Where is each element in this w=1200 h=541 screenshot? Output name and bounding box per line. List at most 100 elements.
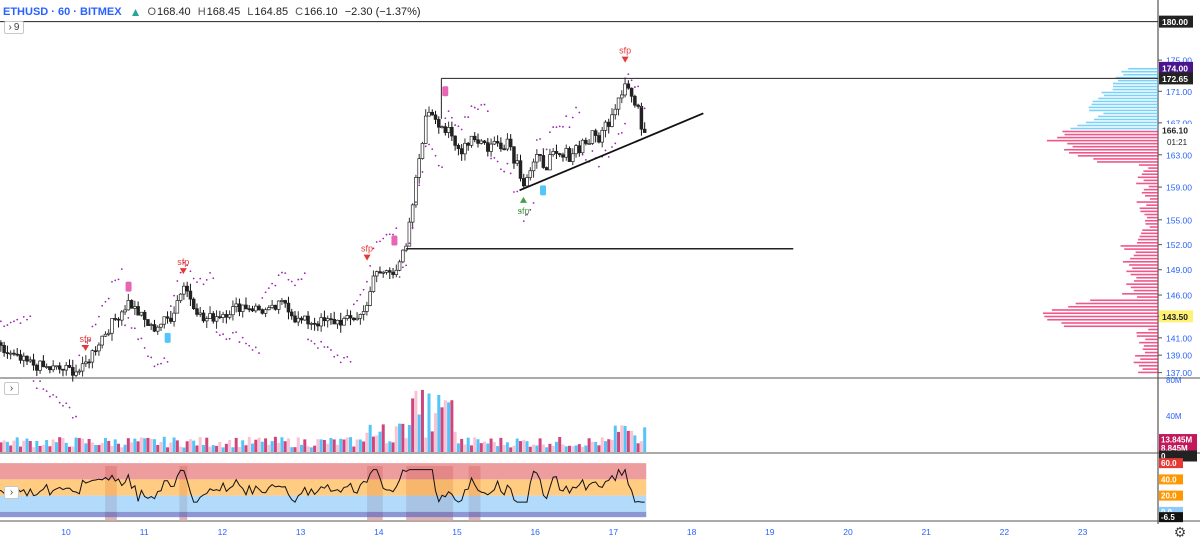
profile-bar bbox=[1130, 286, 1158, 289]
volume-bar bbox=[264, 438, 268, 452]
profile-bar bbox=[1148, 328, 1158, 331]
signal-flag-icon bbox=[125, 281, 132, 292]
psar-dot bbox=[385, 233, 388, 236]
volume-bar bbox=[51, 439, 55, 452]
psar-dot bbox=[222, 333, 225, 336]
volume-bar bbox=[152, 439, 156, 452]
volume-bar bbox=[241, 440, 245, 452]
psar-dot bbox=[499, 168, 502, 171]
psar-dot bbox=[88, 339, 91, 341]
candle-body bbox=[71, 367, 75, 376]
volume-bar bbox=[414, 390, 418, 452]
candle-body bbox=[466, 142, 470, 146]
volume-bar bbox=[430, 431, 434, 452]
volume-bar bbox=[313, 445, 317, 452]
psar-dot bbox=[617, 133, 620, 135]
profile-bar bbox=[1143, 345, 1158, 347]
volume-bar bbox=[489, 438, 493, 452]
psar-dot bbox=[32, 380, 35, 382]
candle-body bbox=[110, 318, 114, 334]
candle-body bbox=[384, 270, 389, 273]
volume-bar bbox=[388, 441, 392, 452]
symbol-label[interactable]: ETHUSD · 60 · BITMEX bbox=[3, 6, 122, 18]
profile-bar bbox=[1091, 103, 1158, 106]
volume-bar bbox=[215, 445, 219, 452]
volume-bar bbox=[87, 439, 91, 452]
price-tick-label: 163.00 bbox=[1166, 150, 1192, 160]
volume-bar bbox=[610, 439, 614, 452]
sfp-label: sfp bbox=[619, 46, 631, 56]
psar-dot bbox=[186, 264, 189, 267]
oscillator-band bbox=[0, 463, 647, 480]
indicators-toggle-button[interactable]: › 9 bbox=[4, 21, 24, 34]
candle-body bbox=[120, 311, 124, 321]
profile-bar bbox=[1135, 355, 1158, 357]
volume-bar bbox=[35, 440, 39, 452]
volume-bar bbox=[277, 442, 281, 452]
time-tick-label: 14 bbox=[374, 527, 384, 537]
oscillator-pane-toggle[interactable]: › bbox=[4, 486, 19, 499]
profile-bar bbox=[1139, 207, 1158, 210]
sfp-label: sfp bbox=[361, 244, 373, 254]
candle-body bbox=[339, 319, 343, 326]
candle-body bbox=[456, 145, 461, 149]
sfp-marker: sfp bbox=[80, 334, 92, 351]
candle-body bbox=[155, 326, 160, 332]
psar-dot bbox=[640, 106, 643, 108]
profile-bar bbox=[1051, 309, 1158, 311]
sfp-marker: sfp bbox=[517, 196, 529, 216]
candle-body bbox=[505, 138, 510, 150]
candle-body bbox=[116, 318, 121, 321]
psar-dot bbox=[192, 277, 195, 280]
volume-bar bbox=[25, 438, 29, 452]
psar-dot bbox=[326, 346, 329, 348]
volume-bar bbox=[479, 443, 483, 452]
psar-dot bbox=[225, 338, 228, 341]
candle-body bbox=[515, 160, 519, 164]
psar-dot bbox=[424, 145, 427, 148]
volume-bar bbox=[32, 447, 36, 452]
volume-pane-toggle[interactable]: › bbox=[4, 382, 19, 395]
candle-body bbox=[391, 271, 395, 275]
psar-dot bbox=[3, 325, 6, 328]
volume-bar bbox=[541, 444, 545, 452]
volume-bar bbox=[290, 447, 294, 452]
volume-bar bbox=[568, 445, 572, 452]
volume-bar bbox=[113, 439, 117, 452]
candle-body bbox=[420, 143, 425, 159]
volume-bar bbox=[192, 440, 196, 452]
volume-bar bbox=[58, 437, 62, 452]
profile-bar bbox=[1112, 82, 1158, 85]
psar-dot bbox=[137, 338, 140, 341]
candle-body bbox=[309, 322, 314, 325]
candle-body bbox=[316, 323, 320, 327]
psar-dot bbox=[111, 280, 113, 283]
volume-bar bbox=[463, 444, 467, 452]
candle-body bbox=[185, 285, 189, 292]
candle-body bbox=[289, 311, 294, 317]
psar-dot bbox=[0, 320, 2, 323]
profile-bar bbox=[1144, 219, 1158, 222]
candle-body bbox=[126, 300, 131, 311]
profile-bar bbox=[1137, 176, 1158, 179]
price-label-box bbox=[1159, 61, 1193, 74]
volume-value-label: 13.845M bbox=[1161, 436, 1192, 445]
psar-dot bbox=[539, 138, 542, 140]
volume-bar bbox=[251, 443, 255, 452]
volume-bar bbox=[492, 442, 496, 452]
candle-body bbox=[149, 324, 153, 326]
gear-icon[interactable]: ⚙ bbox=[1173, 524, 1187, 540]
volume-bar bbox=[100, 442, 104, 452]
price-label: 166.10 bbox=[1162, 125, 1188, 135]
volume-bar bbox=[486, 443, 490, 452]
candle-body bbox=[453, 135, 457, 146]
psar-dot bbox=[598, 165, 600, 168]
oscillator-value-box bbox=[1159, 512, 1183, 523]
psar-dot bbox=[310, 340, 313, 342]
psar-dot bbox=[630, 79, 633, 82]
candle-body bbox=[603, 121, 608, 131]
profile-bar bbox=[1143, 179, 1158, 182]
psar-dot bbox=[447, 110, 450, 113]
